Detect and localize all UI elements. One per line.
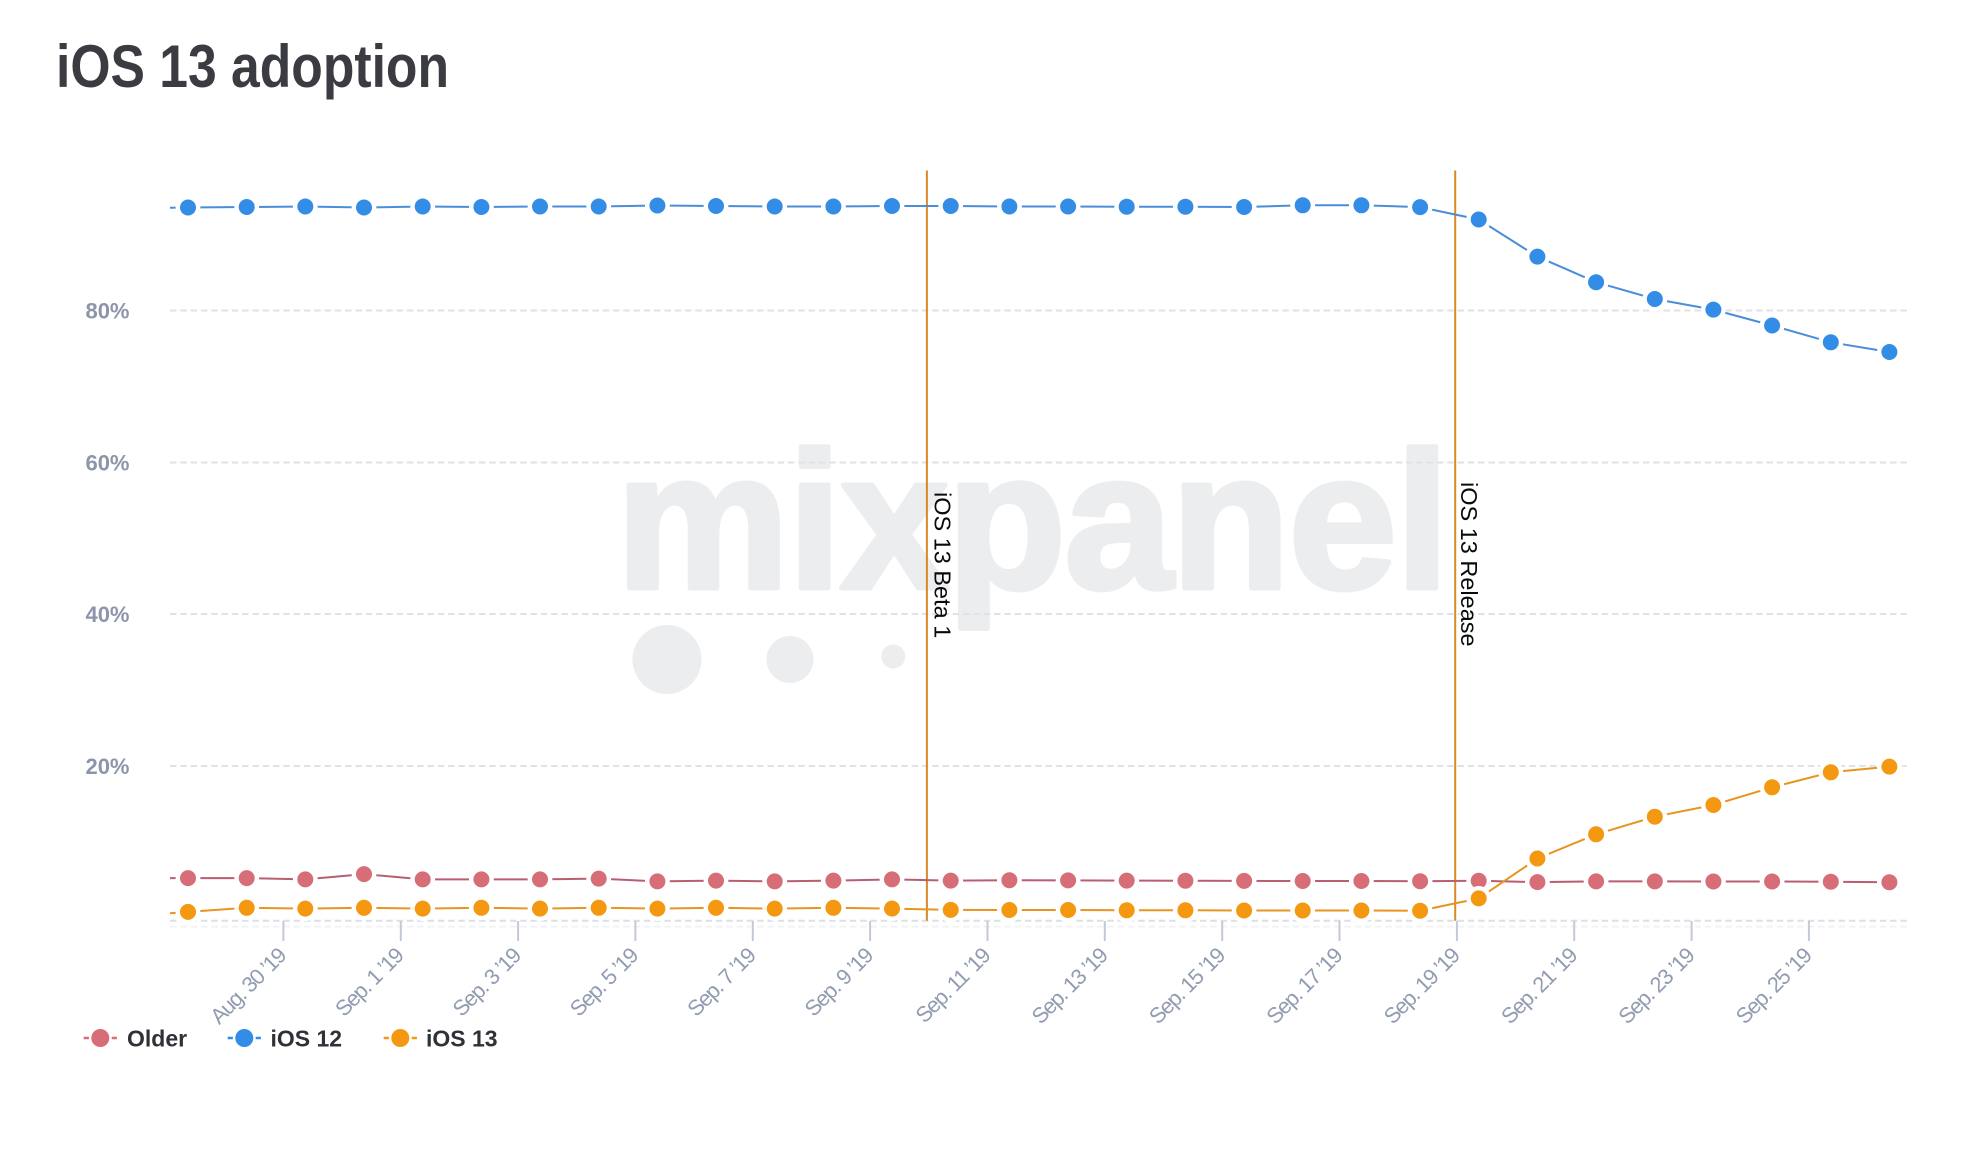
svg-text:iOS 13 Release: iOS 13 Release xyxy=(1456,482,1482,647)
svg-text:80%: 80% xyxy=(85,298,129,323)
svg-text:40%: 40% xyxy=(85,602,129,627)
svg-text:mixpanel: mixpanel xyxy=(616,412,1448,630)
svg-text:60%: 60% xyxy=(85,450,129,475)
svg-text:iOS 13: iOS 13 xyxy=(426,1025,498,1051)
svg-text:Older: Older xyxy=(127,1025,187,1051)
svg-text:iOS 12: iOS 12 xyxy=(271,1025,343,1051)
svg-text:20%: 20% xyxy=(85,754,129,779)
svg-text:iOS 13 adoption: iOS 13 adoption xyxy=(56,32,449,100)
svg-text:iOS 13 Beta 1: iOS 13 Beta 1 xyxy=(930,492,956,638)
